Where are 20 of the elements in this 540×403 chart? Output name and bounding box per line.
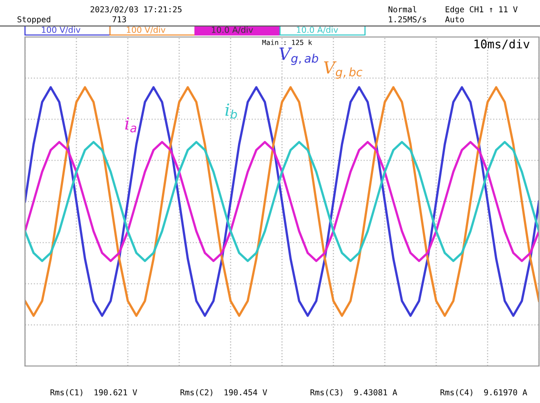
text: Rms(C3) 9.43081 A xyxy=(310,389,398,396)
text: Edge CH1 ↑ 11 V xyxy=(446,6,518,14)
series-label: i$_{a}$ xyxy=(125,117,136,132)
text: Rms(C2) 190.454 V xyxy=(180,389,268,396)
text: 1.25MS/s xyxy=(388,16,426,23)
text: Rms(C4) 9.61970 A xyxy=(440,389,528,396)
text: Normal xyxy=(388,6,416,12)
series-label: V$_{g,ab}$ xyxy=(279,48,318,65)
text: i$_{b}$ xyxy=(225,103,237,119)
text: 100 V/div xyxy=(42,26,80,34)
text: 10.0 A/div xyxy=(212,26,253,34)
text: Rms(C1) 190.621 V xyxy=(50,389,138,396)
text: 100 V/div xyxy=(126,26,166,34)
text: Stopped xyxy=(18,16,50,24)
text: 10.0 A/div xyxy=(296,26,338,34)
text: 713 xyxy=(112,16,126,22)
text: 10ms/div xyxy=(474,39,530,50)
text: 2023/02/03 17:21:25 xyxy=(90,6,182,13)
text: Auto xyxy=(445,16,464,22)
series-label: V$_{g,bc}$ xyxy=(324,61,362,79)
